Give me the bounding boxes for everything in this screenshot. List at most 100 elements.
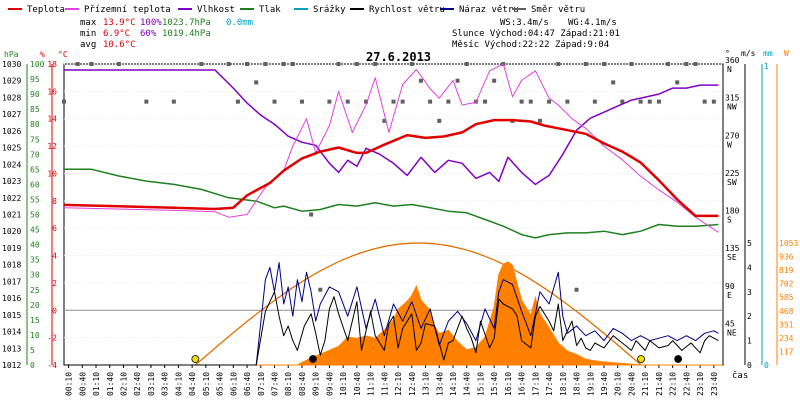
wind-dir-tick-label: 270 (725, 131, 740, 140)
sun-elevation-curve (194, 242, 642, 366)
x-tick-label: 18:10 (559, 372, 568, 396)
wind-direction-point (629, 62, 634, 66)
humidity-tick-label: 5 (30, 346, 35, 355)
wind-sun-info: WS:3.4m/s WG:4.1m/s Slunce Východ:04:47 … (452, 18, 620, 50)
humidity-tick-label: 70 (30, 150, 40, 159)
wind-direction-point (455, 78, 460, 83)
wind-direction-point (336, 62, 341, 66)
wind-direction-point (345, 99, 350, 104)
stats-avg-temp: 10.6°C (103, 40, 136, 50)
stats-min-humidity: 60% (140, 29, 157, 39)
temperature-tick-label: 4 (52, 252, 57, 261)
rain-tick-label: 0 (764, 361, 769, 370)
legend-label: Tlak (259, 5, 281, 15)
wind-speed-tick-label: 5 (747, 239, 752, 248)
wind-direction-point (318, 287, 323, 292)
x-tick-label: 04:40 (188, 372, 197, 396)
x-tick-label: 21:10 (641, 372, 650, 396)
moon-times: Měsíc Východ:22:22 Západ:9:04 (452, 40, 609, 50)
series-solar-area (64, 261, 723, 366)
temperature-tick-label: 0 (52, 306, 57, 315)
temperature-tick-label: 2 (52, 279, 57, 288)
pressure-tick-label: 1025 (2, 144, 21, 153)
pressure-unit-label: hPa (4, 50, 19, 59)
wind-direction-point (409, 62, 414, 66)
wind-direction-point (638, 99, 643, 104)
pressure-tick-label: 1026 (2, 127, 21, 136)
solar-tick-label: 117 (779, 347, 794, 356)
x-tick-label: 04:10 (174, 372, 183, 396)
legend-label: Náraz větru (459, 5, 519, 15)
humidity-tick-label: 45 (30, 226, 40, 235)
temperature-tick-label: 8 (52, 197, 57, 206)
humidity-tick-label: 80 (30, 120, 40, 129)
temperature-tick-label: 6 (52, 224, 57, 233)
solar-tick-label: 1053 (779, 239, 798, 248)
humidity-tick-label: 40 (30, 241, 40, 250)
x-tick-label: 18:40 (573, 372, 582, 396)
x-tick-label: 07:40 (271, 372, 280, 396)
wind-gust-summary: WG:4.1m/s (568, 18, 617, 28)
pressure-tick-label: 1015 (2, 311, 21, 320)
x-tick-label: 09:40 (325, 372, 334, 396)
pressure-tick-label: 1029 (2, 77, 21, 86)
solar-tick-label: 702 (779, 280, 794, 289)
wind-direction-point (290, 62, 295, 66)
x-tick-label: 02:40 (133, 372, 142, 396)
wind-dir-compass-label: NE (727, 328, 737, 337)
series-pressure-line (64, 168, 719, 239)
legend-label: Teplota (27, 5, 65, 15)
stats-max-pressure: 1023.7hPa (162, 18, 211, 28)
pressure-tick-label: 1021 (2, 211, 21, 220)
humidity-tick-label: 85 (30, 105, 40, 114)
wind-speed-tick-label: 2 (747, 312, 752, 321)
wind-direction-point (583, 62, 588, 66)
stats-rain-total: 0.0mm (226, 18, 253, 28)
wind-dir-compass-label: W (727, 140, 732, 149)
moonrise-marker (674, 355, 683, 363)
x-tick-label: 09:10 (312, 372, 321, 396)
wind-direction-point (400, 99, 405, 104)
legend: Teplota Přízemní teplota Vlhkost Tlak Srážky… (8, 5, 585, 15)
x-tick-label: 12:40 (408, 372, 417, 396)
wind-speed-summary: WS:3.4m/s (500, 18, 549, 28)
x-tick-label: 15:10 (476, 372, 485, 396)
x-tick-label: 02:10 (119, 372, 128, 396)
wind-direction-point (693, 62, 698, 66)
pressure-tick-label: 1014 (2, 328, 21, 337)
wind-direction-point (574, 287, 579, 292)
humidity-tick-label: 65 (30, 165, 40, 174)
x-tick-label: 23:40 (710, 372, 719, 396)
stats-max-label: max (80, 18, 97, 28)
wind-dir-tick-label: 180 (725, 207, 740, 216)
humidity-tick-label: 90 (30, 90, 40, 99)
solar-tick-label: 936 (779, 253, 794, 262)
humidity-tick-label: 55 (30, 195, 40, 204)
pressure-tick-label: 1022 (2, 194, 21, 203)
x-tick-label: 17:10 (531, 372, 540, 396)
solar-tick-label: 819 (779, 266, 794, 275)
humidity-tick-label: 10 (30, 331, 40, 340)
wind-direction-point (519, 99, 524, 104)
stats-block: max 13.9°C 100% 1023.7hPa 0.0mm min 6.9°… (80, 18, 253, 50)
wind-dir-compass-label: NW (727, 103, 737, 112)
x-tick-label: 20:40 (627, 372, 636, 396)
pressure-tick-label: 1024 (2, 160, 21, 169)
sunrise-marker (191, 355, 200, 363)
wind-direction-point (382, 118, 387, 123)
pressure-tick-label: 1016 (2, 294, 21, 303)
temperature-tick-label: -4 (47, 361, 57, 370)
x-tick-label: 22:10 (669, 372, 678, 396)
x-tick-label: 00:10 (65, 372, 74, 396)
wind-direction-point (364, 99, 369, 104)
pressure-tick-label: 1018 (2, 261, 21, 270)
x-tick-label: 08:10 (284, 372, 293, 396)
pressure-tick-label: 1030 (2, 60, 21, 69)
solar-tick-label: 234 (779, 334, 794, 343)
wind-direction-point (254, 80, 259, 85)
humidity-tick-label: 30 (30, 271, 40, 280)
temperature-unit-label: °C (58, 50, 68, 59)
wind-direction-point (263, 62, 268, 66)
wind-direction-point (116, 62, 121, 66)
x-tick-label: 14:10 (449, 372, 458, 396)
